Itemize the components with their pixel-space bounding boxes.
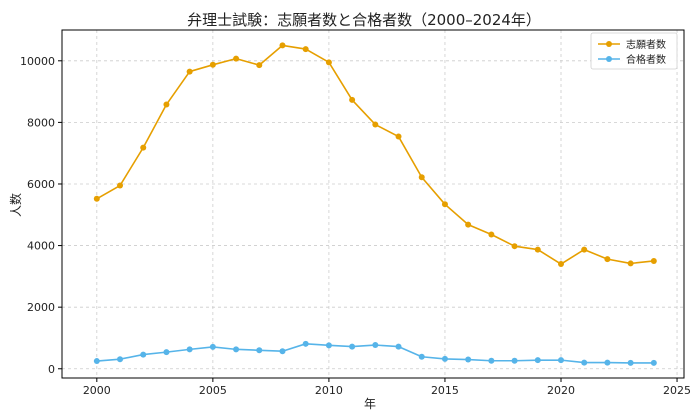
data-point-passers <box>163 349 170 356</box>
data-point-passers <box>465 356 472 363</box>
legend-marker-applicants <box>606 41 612 47</box>
data-point-passers <box>209 343 216 350</box>
data-point-applicants <box>279 42 286 49</box>
series-group <box>93 42 657 366</box>
data-point-passers <box>93 358 100 365</box>
series-passers <box>93 340 657 366</box>
data-point-passers <box>488 357 495 364</box>
series-applicants <box>93 42 657 268</box>
data-point-applicants <box>325 59 332 66</box>
data-point-passers <box>534 357 541 364</box>
legend-marker-passers <box>606 56 612 62</box>
x-tick-label: 2010 <box>315 384 343 397</box>
data-point-applicants <box>581 246 588 253</box>
data-point-applicants <box>209 61 216 68</box>
y-tick-label: 2000 <box>27 301 55 314</box>
data-point-passers <box>279 348 286 355</box>
data-point-applicants <box>233 55 240 62</box>
y-axis-label: 人数 <box>8 193 23 217</box>
data-point-passers <box>325 342 332 349</box>
y-tick-label: 10000 <box>20 55 55 68</box>
data-point-passers <box>256 347 263 354</box>
data-point-passers <box>140 351 147 358</box>
x-tick-label: 2025 <box>663 384 691 397</box>
data-point-passers <box>418 353 425 360</box>
data-point-passers <box>302 340 309 347</box>
data-point-applicants <box>349 96 356 103</box>
y-tick-label: 0 <box>48 363 55 376</box>
legend: 志願者数 合格者数 <box>590 32 678 70</box>
legend-label-passers: 合格者数 <box>626 53 666 66</box>
data-point-passers <box>604 359 611 366</box>
data-point-passers <box>233 346 240 353</box>
data-point-applicants <box>256 62 263 69</box>
data-point-applicants <box>627 260 634 267</box>
data-point-passers <box>349 343 356 350</box>
data-point-passers <box>395 343 402 350</box>
chart-title: 弁理士試験：志願者数と合格者数（2000–2024年） <box>187 11 541 29</box>
x-tick-label: 2005 <box>199 384 227 397</box>
data-point-applicants <box>93 195 100 202</box>
data-point-applicants <box>441 201 448 208</box>
data-point-passers <box>650 359 657 366</box>
series-line-applicants <box>96 44 654 265</box>
data-point-applicants <box>557 261 564 268</box>
data-point-applicants <box>163 101 170 108</box>
data-point-applicants <box>534 246 541 253</box>
data-point-passers <box>557 357 564 364</box>
plot-frame <box>61 29 685 379</box>
data-point-applicants <box>604 256 611 263</box>
data-point-passers <box>441 355 448 362</box>
data-point-applicants <box>302 46 309 53</box>
data-point-passers <box>581 359 588 366</box>
grid <box>62 30 684 378</box>
legend-label-applicants: 志願者数 <box>626 38 666 51</box>
data-point-applicants <box>650 257 657 264</box>
data-point-applicants <box>186 68 193 75</box>
legend-box <box>590 32 678 70</box>
data-point-applicants <box>465 221 472 228</box>
data-point-applicants <box>395 133 402 140</box>
data-point-applicants <box>140 144 147 151</box>
data-point-passers <box>511 357 518 364</box>
x-tick-label: 2020 <box>547 384 575 397</box>
data-point-passers <box>372 342 379 349</box>
data-point-passers <box>627 359 634 366</box>
data-point-applicants <box>511 243 518 250</box>
data-point-passers <box>186 346 193 353</box>
data-point-applicants <box>418 174 425 181</box>
y-tick-label: 8000 <box>27 116 55 129</box>
axes: 2000 2005 2010 2015 2020 2025 0 2000 4000 6000 800… <box>20 29 691 397</box>
data-point-applicants <box>117 182 124 189</box>
data-point-applicants <box>372 121 379 128</box>
data-point-passers <box>117 356 124 363</box>
x-tick-label: 2000 <box>83 384 111 397</box>
x-tick-label: 2015 <box>431 384 459 397</box>
x-axis-label: 年 <box>364 397 376 411</box>
data-point-applicants <box>488 231 495 238</box>
y-tick-label: 6000 <box>27 178 55 191</box>
y-tick-label: 4000 <box>27 240 55 253</box>
